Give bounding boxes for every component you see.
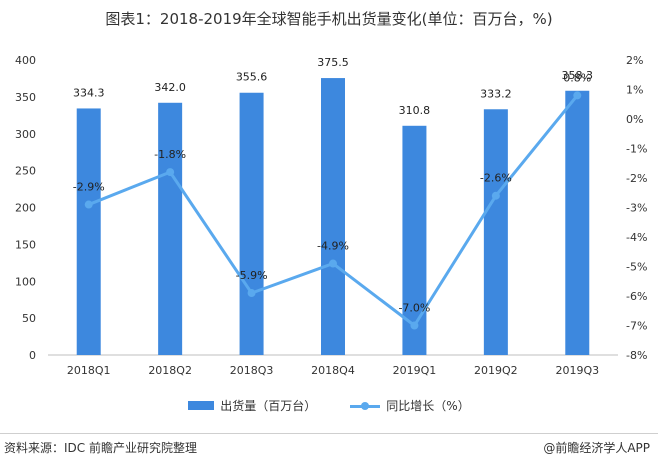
bar-value-label: 333.2 (480, 87, 512, 100)
bar (321, 78, 345, 355)
x-axis-tick-label: 2018Q2 (148, 364, 192, 377)
bar-value-label: 310.8 (399, 104, 431, 117)
source-note: 资料来源：IDC 前瞻产业研究院整理 (4, 441, 197, 455)
bar-series (76, 78, 590, 356)
bar-value-label: 342.0 (154, 81, 186, 94)
line-value-label: 0.8% (563, 71, 591, 84)
y2-axis-tick-label: -6% (626, 290, 647, 303)
line-point (166, 168, 175, 177)
y-axis-tick-label: 100 (15, 275, 36, 288)
bar-value-label: 358.3 (562, 69, 594, 82)
line-value-label: -2.9% (73, 181, 105, 194)
y2-axis-tick-label: -4% (626, 231, 647, 244)
line-value-label: -1.8% (154, 148, 186, 161)
bar-value-label: 355.6 (236, 71, 268, 84)
y2-axis-tick-label: 0% (626, 113, 643, 126)
chart-title: 图表1：2018-2019年全球智能手机出货量变化(单位：百万台，%) (105, 10, 553, 28)
y-axis-tick-label: 150 (15, 238, 36, 251)
line-point (329, 259, 337, 268)
y2-axis-tick-label: -1% (626, 143, 647, 156)
legend-bar-label: 出货量（百万台） (220, 399, 317, 413)
x-axis-tick-label: 2019Q3 (555, 364, 599, 377)
bar-value-label: 375.5 (317, 56, 349, 69)
line-series (84, 91, 582, 330)
y-axis-tick-label: 200 (15, 202, 36, 215)
bar (158, 102, 183, 356)
legend-bar-swatch (188, 401, 215, 410)
legend-item-bar[interactable]: 出货量（百万台） (188, 397, 316, 414)
line-point (410, 321, 419, 330)
y2-axis-tick-label: 2% (626, 54, 643, 67)
line-value-label: -5.9% (236, 269, 268, 282)
bar (402, 125, 427, 355)
line-point (573, 91, 582, 100)
y-axis-tick-label: 50 (22, 312, 36, 325)
y-axis-tick-label: 0 (29, 349, 36, 362)
legend: 出货量（百万台） 同比增长（%） (0, 397, 658, 414)
y2-axis-tick-label: -8% (626, 349, 647, 362)
y2-axis-tick-label: -3% (626, 202, 647, 215)
y-axis-tick-label: 250 (15, 165, 36, 178)
legend-item-line[interactable]: 同比增长（%） (350, 397, 470, 414)
bar (565, 90, 590, 355)
footer-divider (0, 433, 658, 434)
line-point (247, 289, 256, 298)
x-axis-tick-label: 2019Q1 (393, 364, 437, 377)
x-axis-tick-label: 2018Q3 (230, 364, 274, 377)
bar (239, 92, 264, 356)
bar-value-label: 334.3 (73, 86, 105, 99)
y2-axis-tick-label: 1% (626, 84, 643, 97)
x-axis-tick-label: 2019Q2 (474, 364, 518, 377)
data-labels: 334.3 342.0 355.6 375.5 310.8 333.2 358.3 -2.9%… (73, 56, 593, 314)
line-point (491, 191, 500, 200)
bar (483, 109, 508, 355)
bar (76, 108, 101, 355)
brand-credit: @前瞻经济学人APP (543, 441, 650, 455)
line-value-label: -4.9% (317, 240, 349, 253)
x-axis-tick-label: 2018Q4 (311, 364, 355, 377)
y2-axis-tick-label: -5% (626, 261, 647, 274)
line-value-label: -2.6% (480, 172, 512, 185)
chart-axes: 0 50 100 150 200 250 300 350 400 -8% -7% -6% -5% -4% -… (15, 54, 647, 377)
y-axis-tick-label: 350 (15, 91, 36, 104)
y2-axis-tick-label: -7% (626, 320, 647, 333)
y-axis-tick-label: 400 (15, 54, 36, 67)
y2-axis-tick-label: -2% (626, 172, 647, 185)
line-point (84, 200, 93, 209)
legend-line-label: 同比增长（%） (386, 399, 470, 413)
x-axis-tick-label: 2018Q1 (67, 364, 111, 377)
y-axis-tick-label: 300 (15, 128, 36, 141)
legend-line-swatch (350, 401, 381, 411)
line-value-label: -7.0% (398, 302, 430, 315)
